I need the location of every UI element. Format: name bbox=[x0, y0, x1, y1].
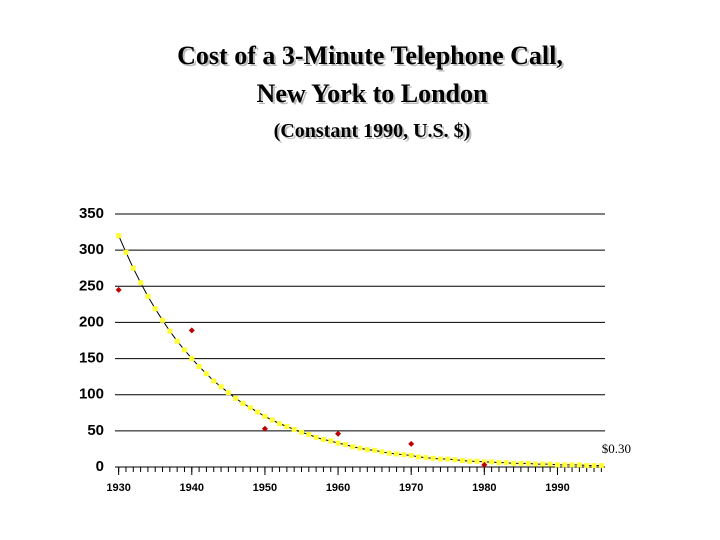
point bbox=[430, 455, 436, 461]
y-tick-label: 250 bbox=[79, 277, 104, 294]
y-tick-label: 0 bbox=[96, 458, 104, 475]
point bbox=[320, 437, 326, 443]
point bbox=[306, 431, 312, 437]
point bbox=[496, 460, 502, 466]
point bbox=[459, 457, 465, 463]
point bbox=[598, 463, 604, 469]
y-tick-label: 300 bbox=[79, 241, 104, 258]
point bbox=[145, 293, 151, 299]
point bbox=[123, 249, 129, 255]
point bbox=[196, 364, 202, 370]
point bbox=[335, 430, 342, 437]
point bbox=[437, 456, 443, 462]
point bbox=[525, 460, 531, 466]
point bbox=[233, 395, 239, 401]
point bbox=[277, 421, 283, 427]
point bbox=[357, 445, 363, 451]
point bbox=[313, 434, 319, 440]
chart-title: Cost of a 3-Minute Telephone Call, bbox=[177, 41, 563, 70]
point bbox=[328, 438, 334, 444]
point bbox=[152, 306, 158, 312]
point bbox=[188, 327, 195, 334]
point bbox=[116, 233, 122, 239]
x-tick-label: 1990 bbox=[545, 482, 569, 494]
point bbox=[394, 451, 400, 457]
point bbox=[474, 458, 480, 464]
point bbox=[174, 338, 180, 344]
point bbox=[372, 447, 378, 453]
x-tick-label: 1950 bbox=[253, 482, 277, 494]
point bbox=[489, 459, 495, 465]
y-tick-label: 350 bbox=[79, 205, 104, 222]
point bbox=[423, 455, 429, 461]
point bbox=[503, 460, 509, 466]
point bbox=[445, 456, 451, 462]
point bbox=[386, 450, 392, 456]
point bbox=[562, 462, 568, 468]
point bbox=[408, 452, 414, 458]
point bbox=[211, 378, 217, 384]
point bbox=[518, 460, 524, 466]
point bbox=[298, 429, 304, 435]
point bbox=[181, 347, 187, 353]
point bbox=[160, 317, 166, 323]
y-tick-label: 50 bbox=[87, 422, 104, 439]
point bbox=[569, 462, 575, 468]
point bbox=[284, 424, 290, 430]
point bbox=[218, 384, 224, 390]
point bbox=[401, 452, 407, 458]
point bbox=[408, 440, 415, 447]
point bbox=[379, 449, 385, 455]
point bbox=[240, 400, 246, 406]
point bbox=[350, 444, 356, 450]
point bbox=[167, 328, 173, 334]
x-tick-label: 1960 bbox=[326, 482, 350, 494]
chart-subtitle: (Constant 1990, U.S. $) bbox=[274, 120, 471, 142]
annotation: $0.30 bbox=[602, 441, 631, 456]
x-tick-label: 1930 bbox=[106, 482, 130, 494]
point bbox=[262, 413, 268, 419]
point bbox=[547, 461, 553, 467]
point bbox=[115, 286, 122, 293]
y-tick-label: 100 bbox=[79, 386, 104, 403]
point bbox=[576, 462, 582, 468]
y-tick-label: 150 bbox=[79, 350, 104, 367]
point bbox=[452, 457, 458, 463]
point bbox=[591, 463, 597, 469]
point bbox=[130, 265, 136, 271]
point bbox=[364, 447, 370, 453]
x-tick-label: 1980 bbox=[472, 482, 496, 494]
x-tick-label: 1940 bbox=[180, 482, 204, 494]
title-shadow-2: New York to London bbox=[259, 81, 490, 110]
point bbox=[247, 405, 253, 411]
point bbox=[335, 440, 341, 446]
point bbox=[225, 390, 231, 396]
chart-title: New York to London bbox=[257, 79, 488, 108]
point bbox=[540, 461, 546, 467]
point bbox=[261, 425, 268, 432]
point bbox=[584, 463, 590, 469]
point bbox=[342, 442, 348, 448]
point bbox=[511, 460, 517, 466]
x-tick-label: 1970 bbox=[399, 482, 423, 494]
title-shadow: Cost of a 3-Minute Telephone Call, New Y… bbox=[179, 43, 565, 144]
point bbox=[467, 458, 473, 464]
subtitle-shadow: (Constant 1990, U.S. $) bbox=[276, 122, 473, 144]
point bbox=[138, 280, 144, 286]
point bbox=[255, 409, 261, 415]
title-shadow-1: Cost of a 3-Minute Telephone Call, bbox=[179, 43, 565, 72]
point bbox=[554, 462, 560, 468]
point bbox=[203, 371, 209, 377]
point bbox=[291, 426, 297, 432]
point bbox=[189, 356, 195, 362]
point bbox=[416, 454, 422, 460]
point bbox=[533, 461, 539, 467]
point bbox=[269, 417, 275, 423]
point bbox=[481, 461, 488, 468]
y-tick-label: 200 bbox=[79, 313, 104, 330]
